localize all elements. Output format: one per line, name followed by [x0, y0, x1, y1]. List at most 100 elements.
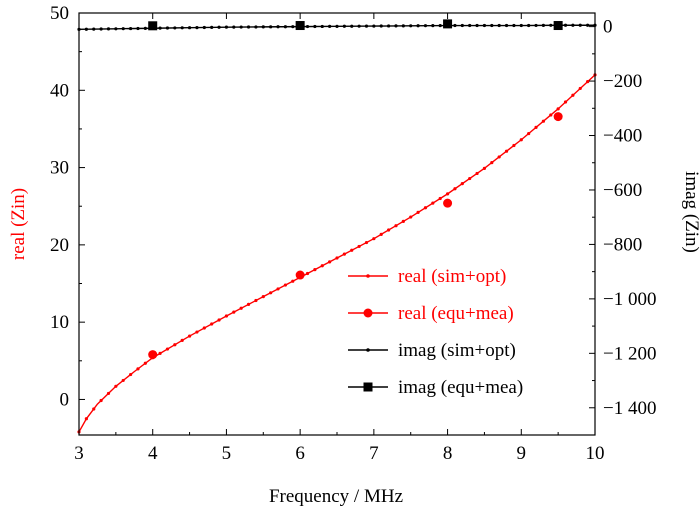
series-marker-imag-equ-mea	[553, 21, 563, 31]
series-point-real-sim-opt	[106, 391, 111, 396]
series-marker-real-equ-mea	[148, 350, 158, 360]
series-point-imag-sim-opt	[379, 24, 383, 28]
series-point-real-sim-opt	[453, 187, 457, 191]
series-point-imag-sim-opt	[180, 26, 184, 30]
series-point-imag-sim-opt	[423, 24, 428, 28]
series-point-real-sim-opt	[291, 279, 295, 283]
series-point-real-sim-opt	[445, 192, 450, 196]
legend-label-real-equ-mea: real (equ+mea)	[398, 303, 514, 324]
series-point-real-sim-opt	[519, 138, 523, 142]
series-marker-imag-equ-mea	[148, 21, 158, 31]
series-point-real-sim-opt	[180, 338, 184, 342]
series-point-real-sim-opt	[342, 252, 346, 256]
series-point-real-sim-opt	[549, 113, 553, 117]
series-point-imag-sim-opt	[335, 24, 339, 28]
legend: real (sim+opt) real (equ+mea) imag (sim+op…	[348, 266, 523, 398]
legend-marker-real-sim-opt	[366, 274, 370, 278]
series-point-imag-sim-opt	[372, 24, 376, 28]
series-point-real-sim-opt	[239, 306, 243, 310]
series-point-real-sim-opt	[261, 295, 265, 299]
series-point-imag-sim-opt	[497, 23, 501, 28]
series-point-imag-sim-opt	[269, 25, 273, 29]
series-point-imag-sim-opt	[578, 23, 582, 27]
y-right-tick-label: 0	[603, 17, 613, 38]
series-point-imag-sim-opt	[165, 26, 170, 30]
x-tick-label: 3	[74, 443, 84, 464]
series-point-real-sim-opt	[497, 155, 501, 159]
series-point-real-sim-opt	[283, 283, 287, 287]
series-point-real-sim-opt	[114, 384, 118, 388]
series-point-imag-sim-opt	[490, 23, 494, 28]
series-point-imag-sim-opt	[224, 25, 229, 29]
series-point-real-sim-opt	[143, 361, 147, 365]
series-point-imag-sim-opt	[121, 27, 125, 31]
series-point-imag-sim-opt	[239, 25, 243, 29]
series-point-real-sim-opt	[364, 240, 369, 245]
series-point-imag-sim-opt	[106, 27, 111, 31]
series-point-imag-sim-opt	[261, 25, 265, 29]
series-point-real-sim-opt	[84, 417, 88, 421]
series-point-imag-sim-opt	[320, 24, 324, 29]
series-point-real-sim-opt	[173, 343, 177, 347]
series-point-imag-sim-opt	[541, 23, 546, 27]
series-point-real-sim-opt	[482, 166, 487, 170]
y-left-tick-label: 40	[50, 80, 69, 101]
series-point-real-sim-opt	[165, 347, 170, 351]
series-point-real-sim-opt	[438, 196, 442, 201]
series-point-imag-sim-opt	[291, 25, 295, 29]
series-point-real-sim-opt	[320, 264, 324, 268]
series-point-imag-sim-opt	[387, 24, 391, 28]
series-point-imag-sim-opt	[313, 24, 317, 29]
series-point-real-sim-opt	[387, 228, 391, 232]
series-point-imag-sim-opt	[357, 24, 361, 28]
series-point-real-sim-opt	[534, 125, 538, 129]
series-point-imag-sim-opt	[114, 27, 118, 31]
series-point-real-sim-opt	[92, 407, 96, 411]
series-point-real-sim-opt	[372, 237, 376, 241]
series-point-imag-sim-opt	[276, 25, 280, 29]
legend-label-imag-sim-opt: imag (sim+opt)	[398, 340, 516, 361]
series-point-imag-sim-opt	[246, 25, 251, 29]
series-point-imag-sim-opt	[534, 23, 538, 28]
x-tick-label: 4	[148, 443, 158, 464]
series-marker-real-equ-mea	[443, 198, 453, 208]
series-point-imag-sim-opt	[84, 27, 88, 31]
series-point-real-sim-opt	[586, 80, 590, 84]
series-point-real-sim-opt	[401, 219, 405, 223]
series-point-imag-sim-opt	[512, 23, 516, 28]
series-point-imag-sim-opt	[394, 24, 398, 28]
x-tick-label: 8	[443, 443, 453, 464]
series-point-real-sim-opt	[423, 206, 428, 210]
series-point-real-sim-opt	[276, 287, 280, 291]
series-point-real-sim-opt	[512, 143, 516, 148]
y-right-tick-label: −200	[603, 71, 642, 92]
x-tick-label: 9	[517, 443, 527, 464]
plot-frame	[78, 12, 596, 436]
series-point-imag-sim-opt	[210, 25, 214, 29]
series-point-real-sim-opt	[468, 176, 472, 181]
series-point-real-sim-opt	[504, 149, 509, 153]
series-point-imag-sim-opt	[99, 27, 103, 31]
series-point-imag-sim-opt	[519, 23, 523, 28]
series-point-imag-sim-opt	[92, 27, 96, 31]
y-right-tick-label: −600	[603, 180, 642, 201]
series-point-real-sim-opt	[305, 271, 310, 276]
y-axis-left-label: real (Zin)	[8, 188, 29, 260]
y-right-tick-label: −1 400	[603, 398, 656, 419]
series-point-imag-sim-opt	[136, 26, 140, 31]
series-point-real-sim-opt	[210, 322, 214, 326]
series-point-real-sim-opt	[195, 330, 199, 334]
series-point-imag-sim-opt	[328, 24, 332, 28]
series-point-imag-sim-opt	[401, 24, 405, 28]
series-point-real-sim-opt	[357, 244, 361, 249]
series-point-real-sim-opt	[460, 182, 464, 186]
series-point-imag-sim-opt	[158, 26, 162, 30]
y-left-tick-label: 0	[60, 389, 70, 410]
x-tick-label: 5	[222, 443, 232, 464]
series-point-imag-sim-opt	[549, 23, 553, 27]
series-point-imag-sim-opt	[460, 23, 464, 28]
series-point-imag-sim-opt	[438, 23, 442, 28]
series-point-imag-sim-opt	[416, 24, 420, 28]
y-left-tick-label: 20	[50, 235, 69, 256]
